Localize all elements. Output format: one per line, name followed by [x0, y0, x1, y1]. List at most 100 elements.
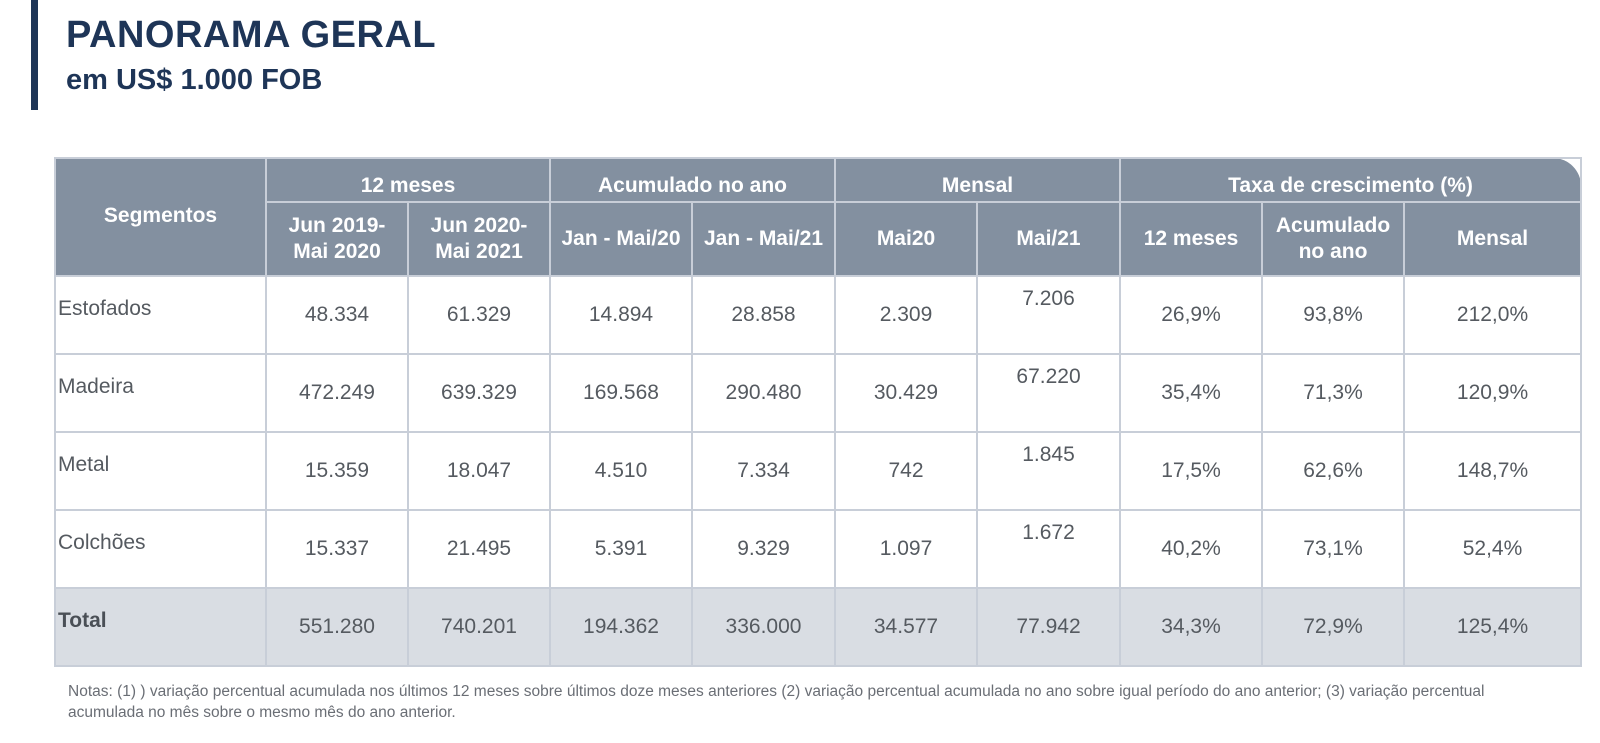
cell-value: 14.894	[588, 303, 654, 326]
value-cell: 71,3%	[1261, 353, 1406, 433]
value-cell: 93,8%	[1261, 275, 1406, 355]
cell-value: 194.362	[583, 615, 659, 638]
segment-header-label: Segmentos	[103, 203, 218, 227]
value-cell: 18.047	[407, 431, 551, 511]
overview-table: Segmentos 12 meses Acumulado no ano Mens…	[54, 157, 1583, 667]
segment-column-header: Segmentos	[54, 157, 267, 277]
value-cell: 169.568	[549, 353, 693, 433]
cell-value: 7.206	[1022, 287, 1075, 310]
value-cell: 7.206	[975, 275, 1122, 355]
group-header-acumulado: Acumulado no ano	[549, 157, 836, 203]
cell-value: 93,8%	[1303, 303, 1363, 326]
value-cell: 21.495	[407, 509, 551, 589]
group-header-12-meses: 12 meses	[265, 157, 551, 203]
value-cell: 212,0%	[1403, 275, 1583, 355]
table-row: Estofados 48.334 61.329 14.894 28.858 2.309 7.…	[54, 275, 1583, 355]
value-cell: 336.000	[691, 587, 836, 667]
cell-value: 30.429	[873, 381, 939, 404]
cell-value: 5.391	[594, 537, 648, 560]
value-cell: 472.249	[265, 353, 409, 433]
value-cell: 551.280	[265, 587, 409, 667]
value-cell: 28.858	[691, 275, 836, 355]
value-cell: 73,1%	[1261, 509, 1406, 589]
value-cell: 62,6%	[1261, 431, 1406, 511]
value-cell: 1.672	[975, 509, 1122, 589]
cell-value: 1.845	[1022, 443, 1075, 466]
value-cell: 67.220	[975, 353, 1122, 433]
segment-label: Total	[58, 609, 107, 632]
segment-label: Madeira	[58, 375, 134, 398]
value-cell: 7.334	[691, 431, 836, 511]
value-cell: 48.334	[265, 275, 409, 355]
value-cell: 2.309	[834, 275, 978, 355]
value-cell: 120,9%	[1403, 353, 1583, 433]
cell-value: 26,9%	[1161, 303, 1221, 326]
value-cell: 148,7%	[1403, 431, 1583, 511]
segment-label: Estofados	[58, 297, 152, 320]
footnotes: Notas: (1) ) variação percentual acumula…	[68, 683, 1485, 721]
segment-label: Metal	[58, 453, 110, 476]
value-cell: 4.510	[549, 431, 693, 511]
cell-value: 77.942	[1016, 615, 1081, 638]
cell-value: 1.672	[1022, 521, 1075, 544]
value-cell: 194.362	[549, 587, 693, 667]
value-cell: 125,4%	[1403, 587, 1583, 667]
cell-value: 52,4%	[1462, 537, 1523, 560]
total-row: Total 551.280 740.201 194.362 336.000 34.577 7…	[54, 587, 1583, 667]
cell-value: 639.329	[441, 381, 517, 404]
title-accent-bar	[31, 0, 38, 110]
cell-value: 2.309	[879, 303, 933, 326]
value-cell: 15.359	[265, 431, 409, 511]
column-header: Mensal	[1403, 201, 1583, 277]
segment-label: Colchões	[58, 531, 146, 554]
cell-value: 742	[888, 459, 924, 482]
cell-value: 73,1%	[1303, 537, 1363, 560]
cell-value: 35,4%	[1161, 381, 1221, 404]
value-cell: 742	[834, 431, 978, 511]
cell-value: 67.220	[1016, 365, 1081, 388]
value-cell: 17,5%	[1119, 431, 1264, 511]
segment-cell: Madeira	[54, 353, 267, 433]
column-header: Jan - Mai/20	[549, 201, 693, 277]
segment-cell: Metal	[54, 431, 267, 511]
value-cell: 34.577	[834, 587, 978, 667]
column-header: Acumulado no ano	[1261, 201, 1406, 277]
value-cell: 290.480	[691, 353, 836, 433]
value-cell: 34,3%	[1119, 587, 1264, 667]
cell-value: 15.337	[304, 537, 370, 560]
cell-value: 169.568	[583, 381, 659, 404]
value-cell: 639.329	[407, 353, 551, 433]
cell-value: 48.334	[304, 303, 370, 326]
page-subtitle: em US$ 1.000 FOB	[66, 64, 323, 96]
cell-value: 148,7%	[1456, 459, 1529, 482]
column-header: Mai/21	[975, 201, 1122, 277]
value-cell: 30.429	[834, 353, 978, 433]
value-cell: 77.942	[975, 587, 1122, 667]
page-title: PANORAMA GERAL	[66, 14, 437, 56]
table-row: Metal 15.359 18.047 4.510 7.334 742 1.845 17,5%…	[54, 431, 1583, 511]
value-cell: 35,4%	[1119, 353, 1264, 433]
cell-value: 9.329	[737, 537, 790, 560]
cell-value: 120,9%	[1456, 381, 1529, 404]
cell-value: 34.577	[873, 615, 939, 638]
cell-value: 212,0%	[1456, 303, 1529, 326]
segment-cell: Total	[54, 587, 267, 667]
cell-value: 551.280	[299, 615, 375, 638]
cell-value: 71,3%	[1303, 381, 1363, 404]
value-cell: 1.845	[975, 431, 1122, 511]
cell-value: 290.480	[725, 381, 802, 404]
cell-value: 17,5%	[1161, 459, 1221, 482]
cell-value: 7.334	[737, 459, 790, 482]
cell-value: 34,3%	[1161, 615, 1221, 638]
cell-value: 62,6%	[1303, 459, 1363, 482]
table-row: Madeira 472.249 639.329 169.568 290.480 30.42…	[54, 353, 1583, 433]
group-header-taxa-crescimento: Taxa de crescimento (%)	[1119, 157, 1583, 203]
value-cell: 52,4%	[1403, 509, 1583, 589]
value-cell: 15.337	[265, 509, 409, 589]
segment-cell: Colchões	[54, 509, 267, 589]
cell-value: 28.858	[731, 303, 796, 326]
value-cell: 740.201	[407, 587, 551, 667]
cell-value: 125,4%	[1456, 615, 1529, 638]
value-cell: 26,9%	[1119, 275, 1264, 355]
column-header-row: Jun 2019- Mai 2020 Jun 2020- Mai 2021 Jan …	[55, 201, 1583, 277]
